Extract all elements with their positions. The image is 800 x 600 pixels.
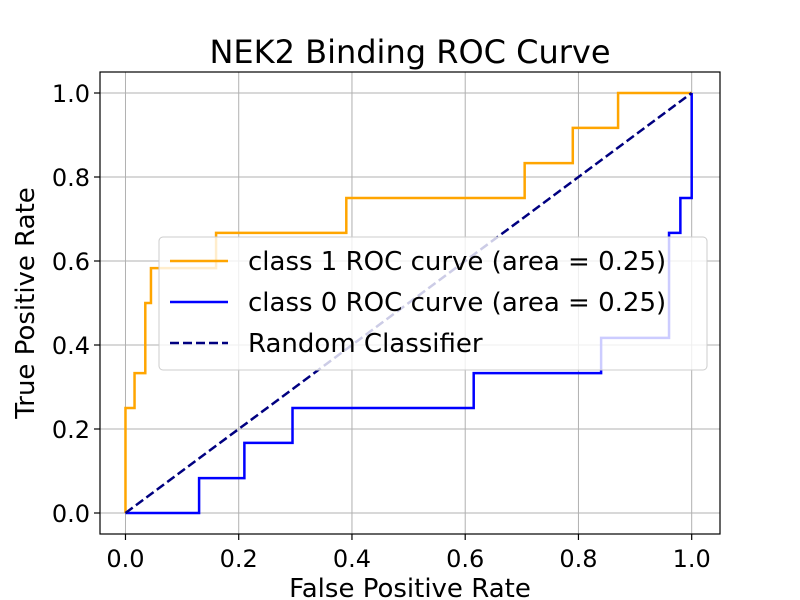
y-tick-label: 0.6 — [52, 248, 90, 276]
y-tick-label: 0.8 — [52, 164, 90, 192]
x-tick-label: 0.4 — [333, 545, 371, 573]
series-line-1 — [125, 93, 693, 515]
legend-label: class 0 ROC curve (area = 0.25) — [248, 288, 666, 318]
series-line-0 — [124, 91, 692, 513]
legend: class 1 ROC curve (area = 0.25) class 0 R… — [158, 236, 708, 371]
x-tick-label: 0.6 — [446, 545, 484, 573]
x-axis-label: False Positive Rate — [289, 574, 531, 600]
y-tick-label: 0.0 — [52, 500, 90, 528]
tick-layer: 0.0 0.2 0.4 0.6 0.8 1.0 0.0 0.2 0.4 0.6 0.8 1.0 — [52, 80, 711, 573]
x-tick-label: 0.8 — [559, 545, 597, 573]
chart-title: NEK2 Binding ROC Curve — [209, 33, 610, 71]
plot-frame — [99, 71, 721, 535]
legend-label: class 1 ROC curve (area = 0.25) — [248, 247, 666, 277]
x-tick-label: 1.0 — [673, 545, 711, 573]
y-tick-label: 0.2 — [52, 416, 90, 444]
y-tick-label: 1.0 — [52, 80, 90, 108]
x-tick-label: 0.0 — [106, 545, 144, 573]
legend-box — [158, 236, 708, 371]
x-tick-label: 0.2 — [220, 545, 258, 573]
y-tick-label: 0.4 — [52, 332, 90, 360]
y-axis-label: True Positive Rate — [11, 187, 41, 420]
legend-label: Random Classifier — [248, 329, 483, 359]
